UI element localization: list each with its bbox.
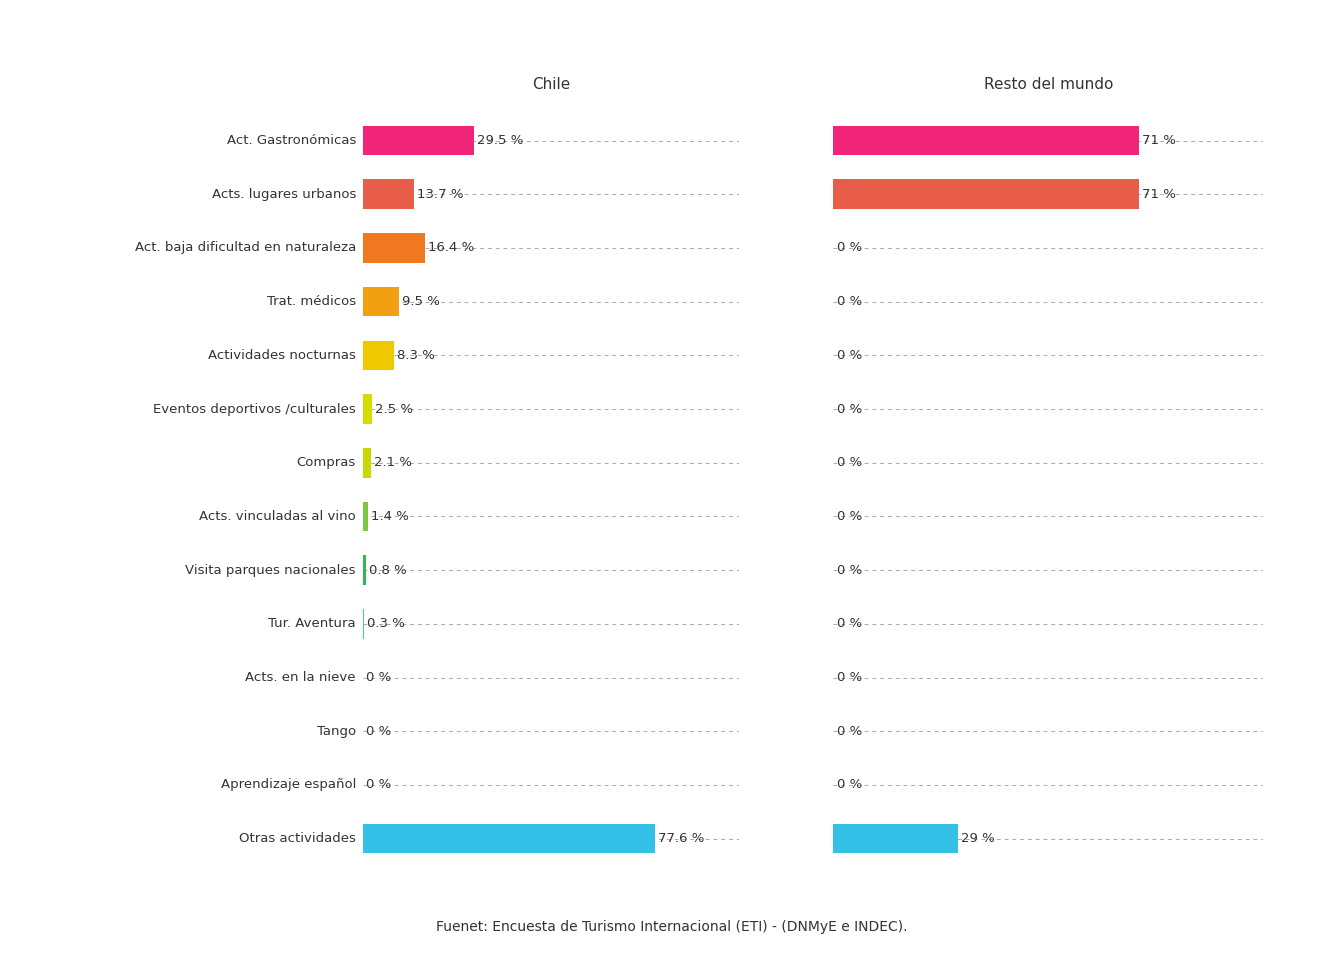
Text: 8.3 %: 8.3 % [396,348,435,362]
Text: 0 %: 0 % [837,617,862,631]
Text: 71 %: 71 % [1142,134,1176,147]
Bar [363,233,425,263]
Text: Actividades nocturnas: Actividades nocturnas [208,348,356,362]
Text: 0 %: 0 % [366,725,391,738]
Bar [833,824,958,853]
Text: 0 %: 0 % [366,779,391,791]
Text: Tango: Tango [317,725,356,738]
Text: Acts. en la nieve: Acts. en la nieve [246,671,356,684]
Bar [833,126,1138,156]
Text: 77.6 %: 77.6 % [659,832,704,845]
Title: Resto del mundo: Resto del mundo [984,77,1113,92]
Title: Chile: Chile [532,77,570,92]
Text: 0 %: 0 % [837,456,862,469]
Text: 0 %: 0 % [366,671,391,684]
Bar [363,287,399,317]
Bar [363,502,368,531]
Text: 2.1 %: 2.1 % [374,456,411,469]
Text: 29.5 %: 29.5 % [477,134,523,147]
Text: Act. Gastronómicas: Act. Gastronómicas [227,134,356,147]
Text: Acts. lugares urbanos: Acts. lugares urbanos [211,188,356,201]
Text: Trat. médicos: Trat. médicos [267,295,356,308]
Bar [363,180,414,209]
Text: 0 %: 0 % [837,725,862,738]
Text: 0 %: 0 % [837,510,862,523]
Text: 0 %: 0 % [837,564,862,577]
Text: 0 %: 0 % [837,671,862,684]
Text: 0 %: 0 % [837,402,862,416]
Text: 2.5 %: 2.5 % [375,402,414,416]
Text: Eventos deportivos /culturales: Eventos deportivos /culturales [153,402,356,416]
Bar [363,126,474,156]
Text: 1.4 %: 1.4 % [371,510,409,523]
Text: 0 %: 0 % [837,779,862,791]
Bar [363,395,372,423]
Text: Visita parques nacionales: Visita parques nacionales [185,564,356,577]
Text: 0.3 %: 0.3 % [367,617,405,631]
Text: 29 %: 29 % [961,832,995,845]
Text: Tur. Aventura: Tur. Aventura [269,617,356,631]
Text: 0.8 %: 0.8 % [368,564,407,577]
Text: Otras actividades: Otras actividades [239,832,356,845]
Bar [363,556,366,585]
Text: Aprendizaje español: Aprendizaje español [220,779,356,791]
Text: 13.7 %: 13.7 % [418,188,464,201]
Text: 0 %: 0 % [837,241,862,254]
Bar [363,448,371,477]
Bar [363,341,394,371]
Text: Fuenet: Encuesta de Turismo Internacional (ETI) - (DNMyE e INDEC).: Fuenet: Encuesta de Turismo Internaciona… [437,921,907,934]
Text: 71 %: 71 % [1142,188,1176,201]
Text: Acts. vinculadas al vino: Acts. vinculadas al vino [199,510,356,523]
Text: 0 %: 0 % [837,295,862,308]
Text: 16.4 %: 16.4 % [427,241,474,254]
Text: Act. baja dificultad en naturaleza: Act. baja dificultad en naturaleza [134,241,356,254]
Bar [363,824,655,853]
Text: Compras: Compras [297,456,356,469]
Bar [833,180,1138,209]
Text: 9.5 %: 9.5 % [402,295,439,308]
Text: 0 %: 0 % [837,348,862,362]
